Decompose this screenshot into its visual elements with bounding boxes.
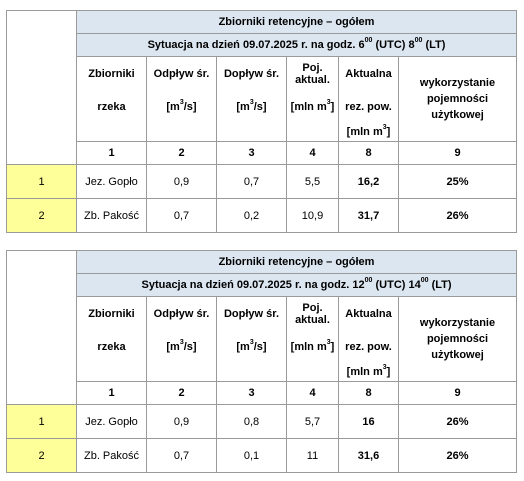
- doplyw-value: 0,2: [216, 198, 287, 233]
- blank-cell: [286, 363, 339, 382]
- row-lp: 1: [6, 164, 77, 199]
- col-number: 1: [76, 141, 147, 165]
- col-number: 1: [76, 381, 147, 405]
- header-rzeka: rzeka: [76, 90, 147, 123]
- doplyw-value: 0,7: [216, 164, 287, 199]
- row-lp: 2: [6, 198, 77, 233]
- doplyw-value: 0,8: [216, 404, 287, 439]
- col-number: 8: [338, 381, 399, 405]
- table-row: 1 Jez. Gopło 0,9 0,8 5,7 16 26%: [6, 404, 518, 439]
- corner-cell: [6, 10, 77, 165]
- col-number: 9: [397, 141, 518, 165]
- header-doplyw: Dopływ śr.: [216, 56, 287, 90]
- reservoir-name: Zb. Pakość: [76, 438, 147, 473]
- header-rez-pow: rez. pow.: [338, 90, 399, 123]
- poj-value: 10,9: [286, 198, 339, 233]
- poj-value: 11: [286, 438, 339, 473]
- unit-rez: [mln m3]: [338, 363, 399, 382]
- header-wykorzystanie: wykorzystanie pojemności użytkowej: [397, 56, 518, 142]
- header-rez-pow: rez. pow.: [338, 330, 399, 363]
- blank-cell: [76, 123, 147, 142]
- table-row: 2 Zb. Pakość 0,7 0,2 10,9 31,7 26%: [6, 198, 518, 233]
- col-number: 8: [338, 141, 399, 165]
- wyk-value: 26%: [397, 438, 518, 473]
- table-row: 2 Zb. Pakość 0,7 0,1 11 31,6 26%: [6, 438, 518, 473]
- reservoir-table-1: Zbiorniki retencyjne – ogółem Sytuacja n…: [6, 10, 518, 233]
- col-number: 4: [286, 141, 339, 165]
- odplyw-value: 0,7: [146, 198, 217, 233]
- header-poj: Poj. aktual.: [286, 56, 339, 90]
- header-rzeka: rzeka: [76, 330, 147, 363]
- col-number: 4: [286, 381, 339, 405]
- row-lp: 2: [6, 438, 77, 473]
- blank-cell: [76, 363, 147, 382]
- col-number: 9: [397, 381, 518, 405]
- odplyw-value: 0,9: [146, 404, 217, 439]
- reservoir-name: Zb. Pakość: [76, 198, 147, 233]
- poj-value: 5,7: [286, 404, 339, 439]
- rez-value: 31,6: [338, 438, 399, 473]
- header-doplyw: Dopływ śr.: [216, 296, 287, 330]
- col-number: 3: [216, 141, 287, 165]
- table-title: Zbiorniki retencyjne – ogółem: [75, 250, 518, 274]
- header-aktualna: Aktualna: [338, 296, 399, 330]
- unit-doplyw: [m3/s]: [216, 330, 287, 363]
- header-poj: Poj. aktual.: [286, 296, 339, 330]
- reservoir-table-2: Zbiorniki retencyjne – ogółem Sytuacja n…: [6, 250, 518, 473]
- wyk-value: 26%: [397, 404, 518, 439]
- header-odplyw: Odpływ śr.: [146, 296, 217, 330]
- poj-value: 5,5: [286, 164, 339, 199]
- row-lp: 1: [6, 404, 77, 439]
- odplyw-value: 0,9: [146, 164, 217, 199]
- situation-line: Sytuacja na dzień 09.07.2025 r. na godz.…: [75, 33, 518, 57]
- wyk-value: 25%: [397, 164, 518, 199]
- rez-value: 16,2: [338, 164, 399, 199]
- reservoir-name: Jez. Gopło: [76, 164, 147, 199]
- unit-rez: [mln m3]: [338, 123, 399, 142]
- col-number: 3: [216, 381, 287, 405]
- corner-cell: [6, 250, 77, 405]
- col-number: 2: [146, 141, 217, 165]
- unit-poj: [mln m3]: [286, 90, 339, 123]
- wyk-value: 26%: [397, 198, 518, 233]
- doplyw-value: 0,1: [216, 438, 287, 473]
- odplyw-value: 0,7: [146, 438, 217, 473]
- blank-cell: [146, 363, 217, 382]
- header-zbiorniki: Zbiorniki: [76, 296, 147, 330]
- unit-odplyw: [m3/s]: [146, 330, 217, 363]
- table-row: 1 Jez. Gopło 0,9 0,7 5,5 16,2 25%: [6, 164, 518, 199]
- unit-odplyw: [m3/s]: [146, 90, 217, 123]
- col-number: 2: [146, 381, 217, 405]
- rez-value: 31,7: [338, 198, 399, 233]
- unit-doplyw: [m3/s]: [216, 90, 287, 123]
- header-odplyw: Odpływ śr.: [146, 56, 217, 90]
- blank-cell: [286, 123, 339, 142]
- unit-poj: [mln m3]: [286, 330, 339, 363]
- header-wykorzystanie: wykorzystanie pojemności użytkowej: [397, 296, 518, 382]
- table-title: Zbiorniki retencyjne – ogółem: [75, 10, 518, 34]
- situation-line: Sytuacja na dzień 09.07.2025 r. na godz.…: [75, 273, 518, 297]
- blank-cell: [216, 123, 287, 142]
- header-aktualna: Aktualna: [338, 56, 399, 90]
- rez-value: 16: [338, 404, 399, 439]
- header-zbiorniki: Zbiorniki: [76, 56, 147, 90]
- blank-cell: [216, 363, 287, 382]
- blank-cell: [146, 123, 217, 142]
- reservoir-name: Jez. Gopło: [76, 404, 147, 439]
